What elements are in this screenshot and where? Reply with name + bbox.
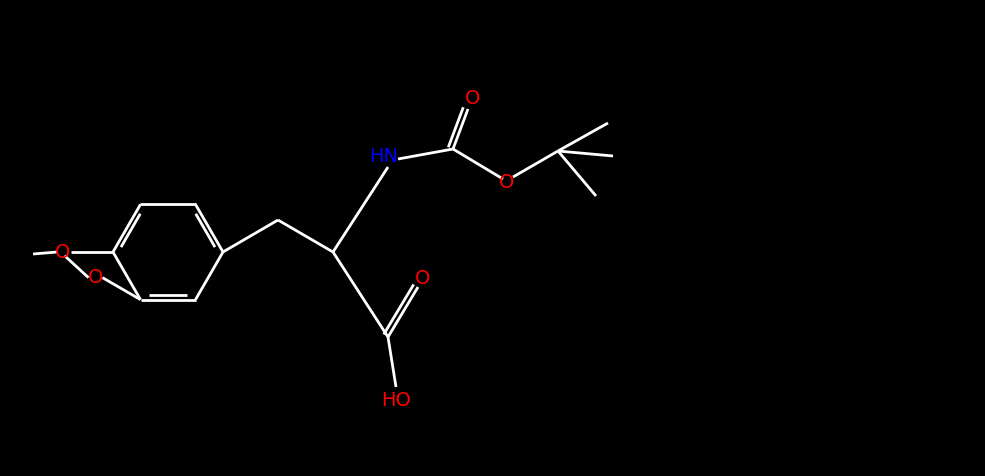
Text: HO: HO: [381, 391, 411, 410]
Text: O: O: [55, 242, 71, 261]
Text: O: O: [465, 89, 481, 109]
Text: O: O: [416, 269, 430, 288]
Text: HN: HN: [369, 148, 399, 167]
Text: O: O: [88, 268, 103, 287]
Text: O: O: [499, 173, 515, 192]
